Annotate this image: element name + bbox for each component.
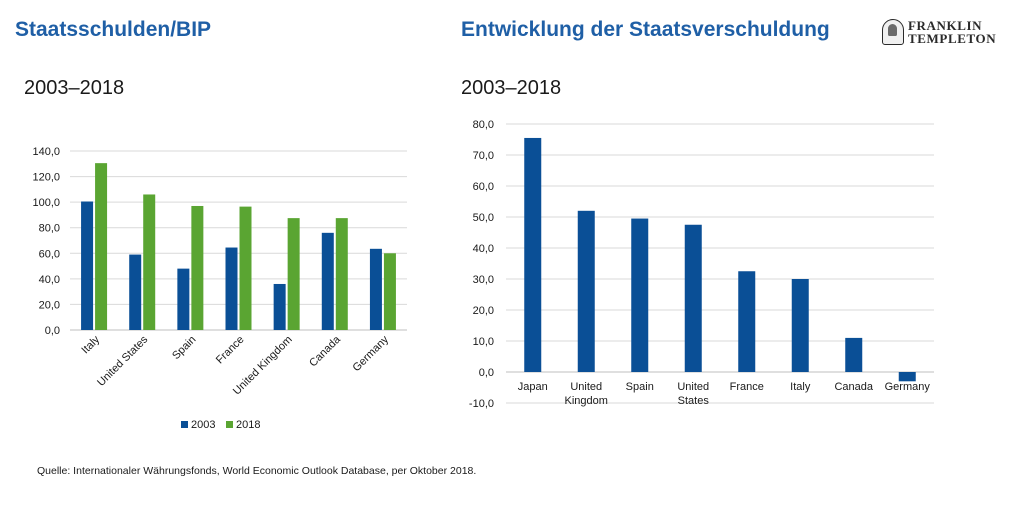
y-tick-label: 140,0 xyxy=(32,146,60,158)
bar-2003 xyxy=(177,268,190,330)
bar-2018 xyxy=(287,218,300,330)
x-category-label: United xyxy=(570,381,602,393)
y-tick-label: 0,0 xyxy=(479,367,494,379)
y-tick-label: 70,0 xyxy=(473,150,494,162)
y-tick-label: 60,0 xyxy=(473,181,494,193)
bar-2003 xyxy=(129,254,142,330)
x-category-label: United States xyxy=(95,333,151,389)
bar-2003 xyxy=(369,248,382,330)
bar-2018 xyxy=(383,253,396,330)
bar xyxy=(898,372,916,382)
legend-swatch-2003 xyxy=(181,421,188,428)
bar-2018 xyxy=(335,218,348,330)
x-category-label: Spain xyxy=(170,334,198,362)
y-tick-label: 80,0 xyxy=(473,119,494,131)
x-category-label: Kingdom xyxy=(565,395,608,407)
bar-2003 xyxy=(225,247,238,330)
bar xyxy=(524,137,542,372)
bar-2018 xyxy=(239,206,252,330)
legend-label: 2018 xyxy=(236,419,260,431)
x-category-label: Germany xyxy=(885,381,931,393)
y-tick-label: 20,0 xyxy=(39,299,60,311)
bar xyxy=(845,337,863,372)
bar-2018 xyxy=(95,163,108,330)
x-category-label: Italy xyxy=(790,381,811,393)
bar-2003 xyxy=(81,201,94,330)
x-category-label: Italy xyxy=(79,333,102,356)
bar xyxy=(577,210,595,372)
x-category-label: Japan xyxy=(518,381,548,393)
x-category-label: France xyxy=(214,334,247,367)
left-chart-title: Staatsschulden/BIP xyxy=(15,18,212,41)
portrait-icon xyxy=(882,19,904,45)
y-tick-label: 30,0 xyxy=(473,274,494,286)
x-category-label: United xyxy=(677,381,709,393)
y-tick-label: 40,0 xyxy=(473,243,494,255)
y-tick-label: 0,0 xyxy=(45,325,60,337)
bar xyxy=(738,271,756,372)
y-tick-label: -10,0 xyxy=(469,398,494,410)
y-tick-label: 100,0 xyxy=(32,197,60,209)
left-chart-subtitle: 2003–2018 xyxy=(24,77,125,99)
x-category-label: Canada xyxy=(307,333,343,369)
y-tick-label: 120,0 xyxy=(32,172,60,184)
right-bar-chart: -10,0 0,0 10,0 20,0 30,0 40,0 50,0 60,0 70,0 80,0… xyxy=(469,119,934,410)
right-chart-title: Entwicklung der Staatsverschuldung xyxy=(461,18,830,41)
bar-2003 xyxy=(273,283,286,330)
y-tick-label: 10,0 xyxy=(473,336,494,348)
y-tick-label: 80,0 xyxy=(39,223,60,235)
x-category-label: States xyxy=(678,395,710,407)
legend-label: 2003 xyxy=(191,419,215,431)
bar-2018 xyxy=(143,194,156,330)
bar xyxy=(684,224,702,372)
x-category-label: Canada xyxy=(834,381,873,393)
bar-2018 xyxy=(191,205,204,330)
right-chart-subtitle: 2003–2018 xyxy=(461,77,562,99)
x-category-label: Germany xyxy=(351,333,392,374)
y-tick-label: 20,0 xyxy=(473,305,494,317)
logo-line-1: FRANKLIN xyxy=(908,18,983,33)
y-tick-label: 40,0 xyxy=(39,274,60,286)
logo-line-2: TEMPLETON xyxy=(908,31,997,46)
legend-swatch-2018 xyxy=(226,421,233,428)
bar xyxy=(631,218,649,372)
y-tick-label: 60,0 xyxy=(39,248,60,260)
franklin-templeton-logo: FRANKLIN TEMPLETON xyxy=(882,18,1017,46)
x-category-label: Spain xyxy=(626,381,654,393)
y-tick-label: 50,0 xyxy=(473,212,494,224)
bar-2003 xyxy=(321,232,334,330)
left-bar-chart: 0,0 20,0 40,0 60,0 80,0 100,0 120,0 140,0 ItalyU… xyxy=(32,146,407,431)
source-note: Quelle: Internationaler Währungsfonds, W… xyxy=(37,465,477,477)
bar xyxy=(791,279,809,372)
x-category-label: France xyxy=(730,381,764,393)
